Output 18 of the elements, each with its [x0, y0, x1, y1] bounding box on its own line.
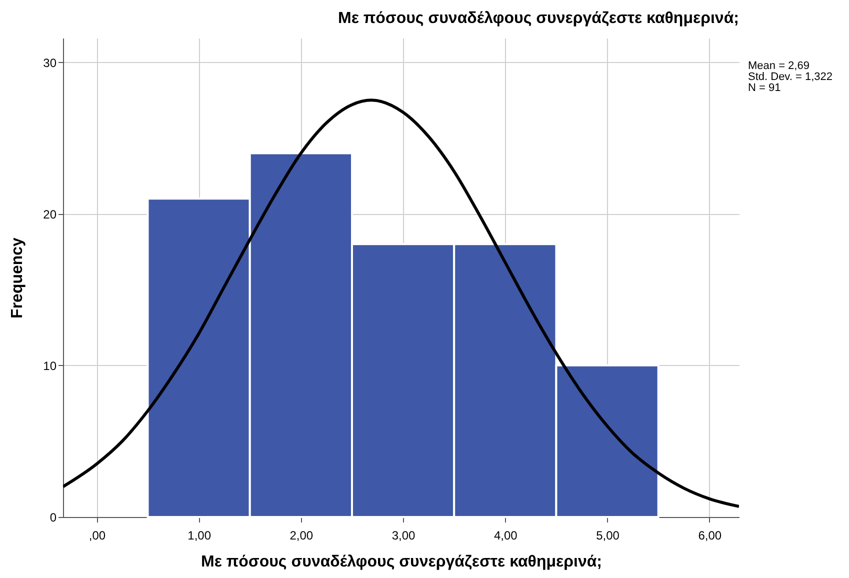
- y-tick-label: 0: [50, 510, 57, 524]
- y-tick-label: 20: [43, 207, 57, 222]
- y-tick-label: 30: [43, 56, 57, 70]
- x-tick-label: 3,00: [392, 528, 416, 542]
- x-tick-label: 1,00: [188, 528, 212, 542]
- x-axis-title: Με πόσους συναδέλφους συνεργάζεστε καθημερινά;: [200, 554, 602, 570]
- x-tick-label: 6,00: [698, 528, 722, 542]
- x-tick-label: 4,00: [494, 528, 518, 542]
- line-series: [63, 98, 739, 508]
- text: N = 91: [748, 82, 782, 94]
- x-tick-label: 5,00: [596, 528, 620, 542]
- text: Std. Dev. = 1,322: [748, 71, 832, 83]
- text: Mean = 2,69: [748, 60, 810, 72]
- x-tick-label: 2,00: [290, 528, 314, 542]
- chart-title: Με πόσους συναδέλφους συνεργάζεστε καθημερινά;: [338, 10, 739, 27]
- y-tick-label: 10: [43, 358, 57, 373]
- x-tick-label: ,00: [88, 528, 106, 542]
- y-axis-title: Frequency: [9, 237, 26, 318]
